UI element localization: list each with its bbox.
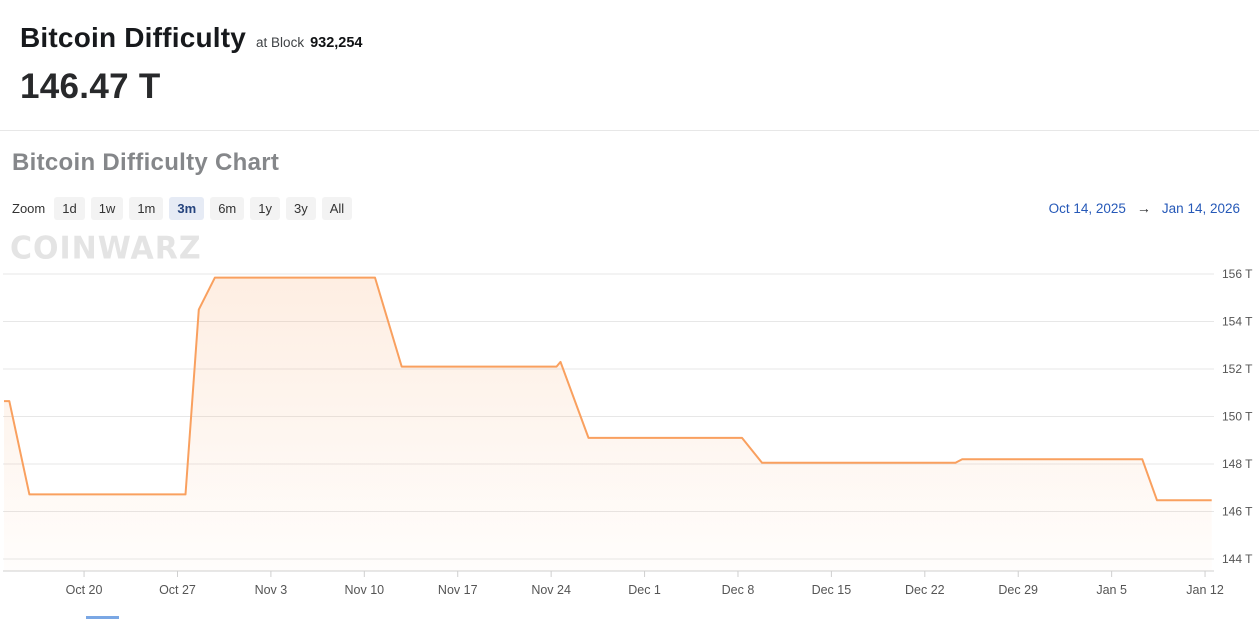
at-block-label: at Block <box>256 35 305 50</box>
zoom-button-3m[interactable]: 3m <box>169 196 205 220</box>
x-axis-label: Oct 27 <box>159 583 196 597</box>
chart-section: Bitcoin Difficulty Chart Zoom 1d 1w 1m 3… <box>0 131 1259 612</box>
difficulty-line <box>4 276 1212 502</box>
title-row: Bitcoin Difficulty at Block 932,254 <box>20 22 1239 54</box>
zoom-label: Zoom <box>12 200 46 216</box>
y-axis-label: 156 T <box>1222 267 1253 281</box>
x-axis-label: Dec 8 <box>722 583 755 597</box>
x-axis-label: Dec 15 <box>812 583 852 597</box>
partially-visible-element <box>86 616 119 619</box>
range-end-link[interactable]: Jan 14, 2026 <box>1161 200 1240 216</box>
range-start-link[interactable]: Oct 14, 2025 <box>1048 200 1126 216</box>
y-axis-label: 152 T <box>1222 362 1253 376</box>
zoom-button-6m[interactable]: 6m <box>210 196 245 220</box>
zoom-button-3y[interactable]: 3y <box>285 196 316 220</box>
x-axis-label: Nov 17 <box>438 583 478 597</box>
y-axis-label: 154 T <box>1222 315 1253 329</box>
current-difficulty-value: 146.47 T <box>20 67 161 106</box>
chart-canvas[interactable]: 156 T 154 T 152 T 150 T 148 T 146 T 144 T Oct 2… <box>3 229 1256 612</box>
y-axis-label: 146 T <box>1222 505 1253 519</box>
header: Bitcoin Difficulty at Block 932,254 146.… <box>0 0 1259 131</box>
x-axis-label: Dec 29 <box>998 583 1038 597</box>
date-range: Oct 14, 2025 → Jan 14, 2026 <box>1049 200 1247 216</box>
chart-heading: Bitcoin Difficulty Chart <box>12 149 280 176</box>
page-title: Bitcoin Difficulty <box>20 22 247 53</box>
x-axis-label: Oct 20 <box>66 583 103 597</box>
difficulty-area <box>4 277 1212 571</box>
x-axis-label: Jan 5 <box>1096 583 1127 597</box>
zoom-button-1y[interactable]: 1y <box>250 196 280 220</box>
y-axis-label: 150 T <box>1222 410 1253 424</box>
y-axis-label: 144 T <box>1222 552 1253 566</box>
zoom-button-1d[interactable]: 1d <box>54 196 85 220</box>
y-axis-label: 148 T <box>1222 457 1253 471</box>
x-axis-label: Dec 22 <box>905 583 945 597</box>
block-number: 932,254 <box>310 35 363 51</box>
zoom-button-1w[interactable]: 1w <box>90 196 124 220</box>
coinwarz-watermark: CoinWarz <box>10 230 202 267</box>
chart-toolbar: Zoom 1d 1w 1m 3m 6m 1y 3y All Oct 14, 20… <box>12 195 1247 221</box>
difficulty-chart[interactable]: CoinWarz 156 T 154 T 152 T 150 T 148 T 146 T1… <box>3 229 1256 612</box>
x-axis-label: Nov 10 <box>345 583 385 597</box>
x-axis-label: Dec 1 <box>628 583 661 597</box>
zoom-button-1m[interactable]: 1m <box>129 196 164 220</box>
x-axis-label: Nov 24 <box>531 583 571 597</box>
x-axis-label: Nov 3 <box>255 583 288 597</box>
range-arrow-icon: → <box>1136 200 1151 216</box>
x-axis-label: Jan 12 <box>1186 583 1224 597</box>
zoom-button-all[interactable]: All <box>321 196 353 220</box>
